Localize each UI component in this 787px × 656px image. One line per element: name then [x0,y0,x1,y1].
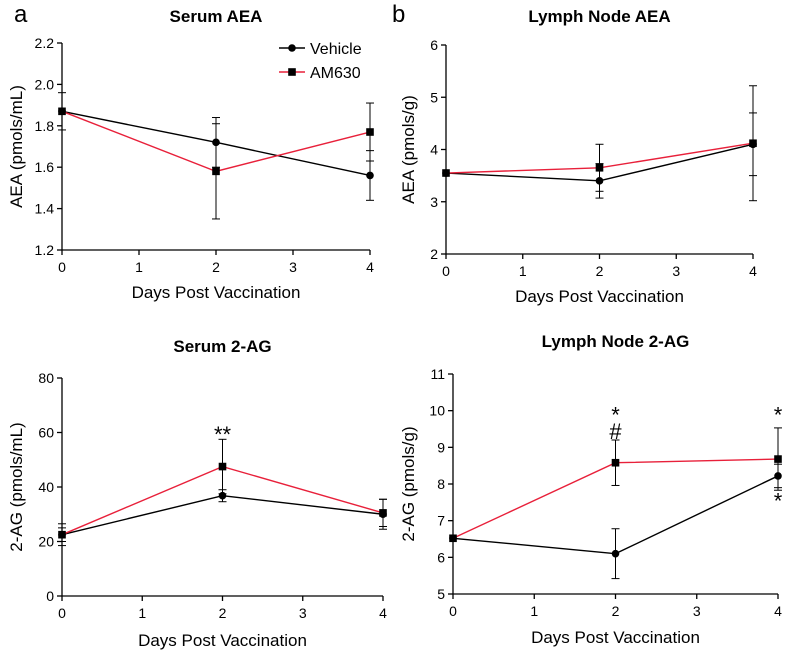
y-tick-label: 2 [430,246,438,262]
x-axis-label: Days Post Vaccination [132,283,301,302]
y-tick-label: 8 [437,476,445,492]
chart-title: Serum 2-AG [173,337,271,356]
y-tick-label: 5 [430,89,438,105]
y-tick-label: 1.6 [35,159,55,175]
chart-serum-aea: 1.2 1.4 1.6 1.8 2.0 2.2 0 1 2 3 4 Serum AEA Days Pos… [7,7,374,302]
x-tick-label: 2 [219,605,227,621]
data-point-am630 [774,455,782,463]
x-tick-label: 0 [442,263,450,279]
y-tick-label: 2.0 [35,76,55,92]
y-tick-label: 10 [429,403,445,419]
chart-title: Serum AEA [170,7,263,26]
data-point-am630 [218,462,227,471]
y-axis-label: AEA (pmols/g) [399,95,418,204]
x-tick-label: 1 [530,603,538,619]
x-tick-label: 2 [212,259,220,275]
y-tick-label: 6 [437,549,445,565]
data-point-am630 [595,163,604,172]
x-tick-label: 0 [58,259,66,275]
legend-marker-vehicle [288,44,296,52]
chart-lymph-node-aea: 2 3 4 5 6 0 1 2 3 4 Lymph Node AEA Days Post Vaccin… [399,7,757,306]
x-tick-label: 4 [774,603,782,619]
chart-title: Lymph Node AEA [528,7,670,26]
y-tick-label: 1.2 [35,242,55,258]
legend-label-vehicle: Vehicle [310,41,362,58]
data-point-am630 [379,509,387,517]
x-tick-label: 4 [379,605,387,621]
legend: Vehicle AM630 [279,41,362,82]
x-tick-label: 4 [366,259,374,275]
x-axis-label: Days Post Vaccination [531,628,700,647]
y-tick-label: 11 [430,366,445,382]
y-tick-label: 1.4 [35,201,55,217]
y-tick-label: 4 [430,142,438,158]
y-tick-label: 40 [38,479,54,495]
x-tick-label: 1 [135,259,143,275]
y-axis-label: AEA (pmols/mL) [7,85,26,208]
significance-mark: * [774,402,783,427]
x-tick-label: 2 [596,263,604,279]
x-tick-label: 0 [449,603,457,619]
y-tick-label: 60 [38,425,54,441]
legend-label-am630: AM630 [310,65,361,82]
x-tick-label: 0 [58,605,66,621]
y-tick-label: 3 [430,194,438,210]
chart-title: Lymph Node 2-AG [542,332,690,351]
y-tick-label: 5 [437,586,445,602]
y-tick-label: 7 [437,513,445,529]
significance-mark: * [774,489,783,514]
x-tick-label: 1 [519,263,527,279]
data-point-am630 [749,139,757,148]
x-tick-label: 1 [138,605,146,621]
y-axis-label: 2-AG (pmols/g) [399,426,418,541]
significance-mark: # [609,419,622,444]
y-tick-label: 20 [38,534,54,550]
chart-serum-2ag: 0 20 40 60 80 0 1 2 3 4 Serum 2-AG Days Post Vaccin… [7,337,387,650]
y-tick-label: 9 [437,439,445,455]
x-tick-label: 2 [612,603,620,619]
y-tick-label: 0 [46,588,54,604]
chart-lymph-node-2ag: 5 6 7 8 9 10 11 0 1 2 3 4 Lymph Node 2-AG Days Post V… [399,332,783,647]
data-point-vehicle [611,549,620,558]
legend-marker-am630 [288,68,296,76]
y-tick-label: 80 [38,370,54,386]
data-point-am630 [212,167,220,176]
x-tick-label: 3 [672,263,680,279]
data-point-am630 [611,458,620,467]
x-tick-label: 3 [299,605,307,621]
x-axis-label: Days Post Vaccination [515,287,684,306]
data-point-vehicle [366,171,374,180]
data-point-am630 [58,530,66,539]
x-tick-label: 4 [749,263,757,279]
y-axis-label: 2-AG (pmols/mL) [7,422,26,551]
panel-letter-b: b [392,1,405,28]
x-tick-label: 3 [693,603,701,619]
significance-mark: ** [214,422,232,447]
panel-letter-a: a [14,1,28,28]
data-point-am630 [58,107,66,116]
significance-mark: * [611,402,620,427]
x-tick-label: 3 [289,259,297,275]
y-tick-label: 6 [430,37,438,53]
data-point-am630 [442,169,450,177]
x-axis-label: Days Post Vaccination [138,631,307,650]
data-point-am630 [366,128,374,136]
data-point-am630 [449,534,457,543]
y-tick-label: 1.8 [35,118,55,134]
y-tick-label: 2.2 [35,35,55,51]
